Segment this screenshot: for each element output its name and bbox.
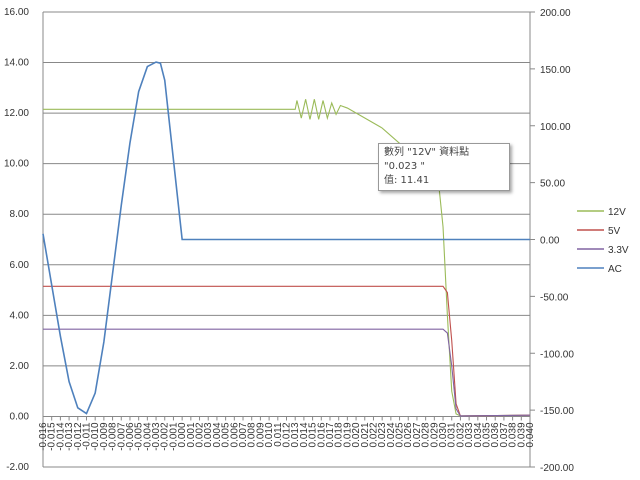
x-tick-label: 0.030 (438, 422, 449, 447)
data-point-tooltip: 數列 "12V" 資料點 "0.023 " 值: 11.41 (378, 143, 510, 191)
series-line-ac (42, 61, 530, 415)
x-tick-label: 0.017 (325, 422, 336, 447)
x-tick-label: 0.015 (308, 422, 319, 447)
x-tick-label: 0.024 (386, 422, 397, 447)
x-tick-label: 0.005 (221, 422, 232, 447)
x-tick-label: 0.034 (473, 422, 484, 447)
y-tick-label: 2.00 (10, 361, 30, 372)
x-tick-label: 0.020 (351, 422, 362, 447)
x-tick-label: -0.005 (134, 422, 145, 451)
tooltip-value: 值: 11.41 (384, 175, 430, 186)
x-tick-label: -0.014 (55, 422, 66, 451)
y2-tick-label: 150.00 (540, 65, 571, 76)
x-tick-label: 0.025 (395, 422, 406, 447)
x-tick-label: 0.014 (299, 422, 310, 447)
x-tick-label: 0.000 (177, 422, 188, 447)
y-tick-label: 6.00 (10, 260, 30, 271)
x-tick-label: -0.001 (168, 422, 179, 451)
x-tick-label: 0.004 (212, 422, 223, 447)
y-tick-label: -2.00 (6, 462, 29, 473)
y2-tick-label: -50.00 (540, 292, 569, 303)
y2-tick-label: 200.00 (540, 8, 571, 19)
legend-label: AC (608, 264, 622, 275)
x-tick-label: 0.032 (455, 422, 466, 447)
y2-tick-label: 50.00 (540, 179, 565, 190)
x-tick-label: -0.010 (90, 422, 101, 451)
x-tick-label: 0.031 (447, 422, 458, 447)
x-tick-label: 0.037 (499, 422, 510, 447)
x-tick-label: 0.035 (482, 422, 493, 447)
x-tick-label: 0.019 (342, 422, 353, 447)
x-tick-label: 0.012 (282, 422, 293, 447)
y2-tick-label: 0.00 (540, 236, 560, 247)
x-tick-label: 0.021 (360, 422, 371, 447)
y-tick-label: 8.00 (10, 209, 30, 220)
x-tick-label: -0.007 (116, 422, 127, 451)
y-tick-label: 12.00 (4, 108, 29, 119)
x-tick-label: -0.008 (108, 422, 119, 451)
x-tick-label: 0.016 (316, 422, 327, 447)
x-tick-label: 0.008 (247, 422, 258, 447)
x-tick-label: 0.033 (464, 422, 475, 447)
y-tick-label: 14.00 (4, 58, 29, 69)
y2-tick-label: 100.00 (540, 122, 571, 133)
x-tick-label: 0.040 (525, 422, 536, 447)
x-tick-label: 0.003 (203, 422, 214, 447)
y-tick-label: 0.00 (10, 411, 30, 422)
x-tick-label: 0.013 (290, 422, 301, 447)
x-tick-label: -0.003 (151, 422, 162, 451)
legend-label: 12V (608, 207, 626, 218)
x-tick-label: 0.007 (238, 422, 249, 447)
x-tick-label: 0.022 (368, 422, 379, 447)
x-tick-label: -0.013 (64, 422, 75, 451)
x-tick-label: 0.036 (490, 422, 501, 447)
x-tick-label: 0.023 (377, 422, 388, 447)
x-tick-label: 0.002 (195, 422, 206, 447)
x-tick-label: 0.026 (403, 422, 414, 447)
x-tick-label: 0.028 (421, 422, 432, 447)
x-tick-label: -0.002 (160, 422, 171, 451)
x-tick-label: -0.016 (38, 422, 49, 451)
x-tick-label: 0.009 (255, 422, 266, 447)
legend-label: 5V (608, 226, 621, 237)
y2-tick-label: -150.00 (540, 406, 574, 417)
x-tick-label: -0.004 (142, 422, 153, 451)
x-tick-label: 0.006 (229, 422, 240, 447)
x-tick-label: -0.006 (125, 422, 136, 451)
y-tick-label: 10.00 (4, 159, 29, 170)
x-tick-label: 0.027 (412, 422, 423, 447)
x-tick-label: 0.010 (264, 422, 275, 447)
x-tick-label: -0.012 (73, 422, 84, 451)
x-tick-label: 0.001 (186, 422, 197, 447)
x-tick-label: -0.009 (99, 422, 110, 451)
y-tick-label: 16.00 (4, 7, 29, 18)
series-line-3-3v (43, 328, 531, 417)
legend-label: 3.3V (608, 245, 629, 256)
x-tick-label: 0.038 (508, 422, 519, 447)
y-tick-label: 4.00 (10, 310, 30, 321)
x-tick-label: 0.039 (516, 422, 527, 447)
series-line-5v (43, 285, 531, 417)
y2-tick-label: -100.00 (540, 349, 574, 360)
x-tick-label: 0.018 (334, 422, 345, 447)
y2-tick-label: -200.00 (540, 463, 574, 474)
x-tick-label: -0.015 (47, 422, 58, 451)
x-tick-label: 0.029 (429, 422, 440, 447)
x-tick-label: 0.011 (273, 422, 284, 447)
tooltip-series-point: 數列 "12V" 資料點 "0.023 " (384, 147, 470, 172)
x-tick-label: -0.011 (81, 422, 92, 450)
